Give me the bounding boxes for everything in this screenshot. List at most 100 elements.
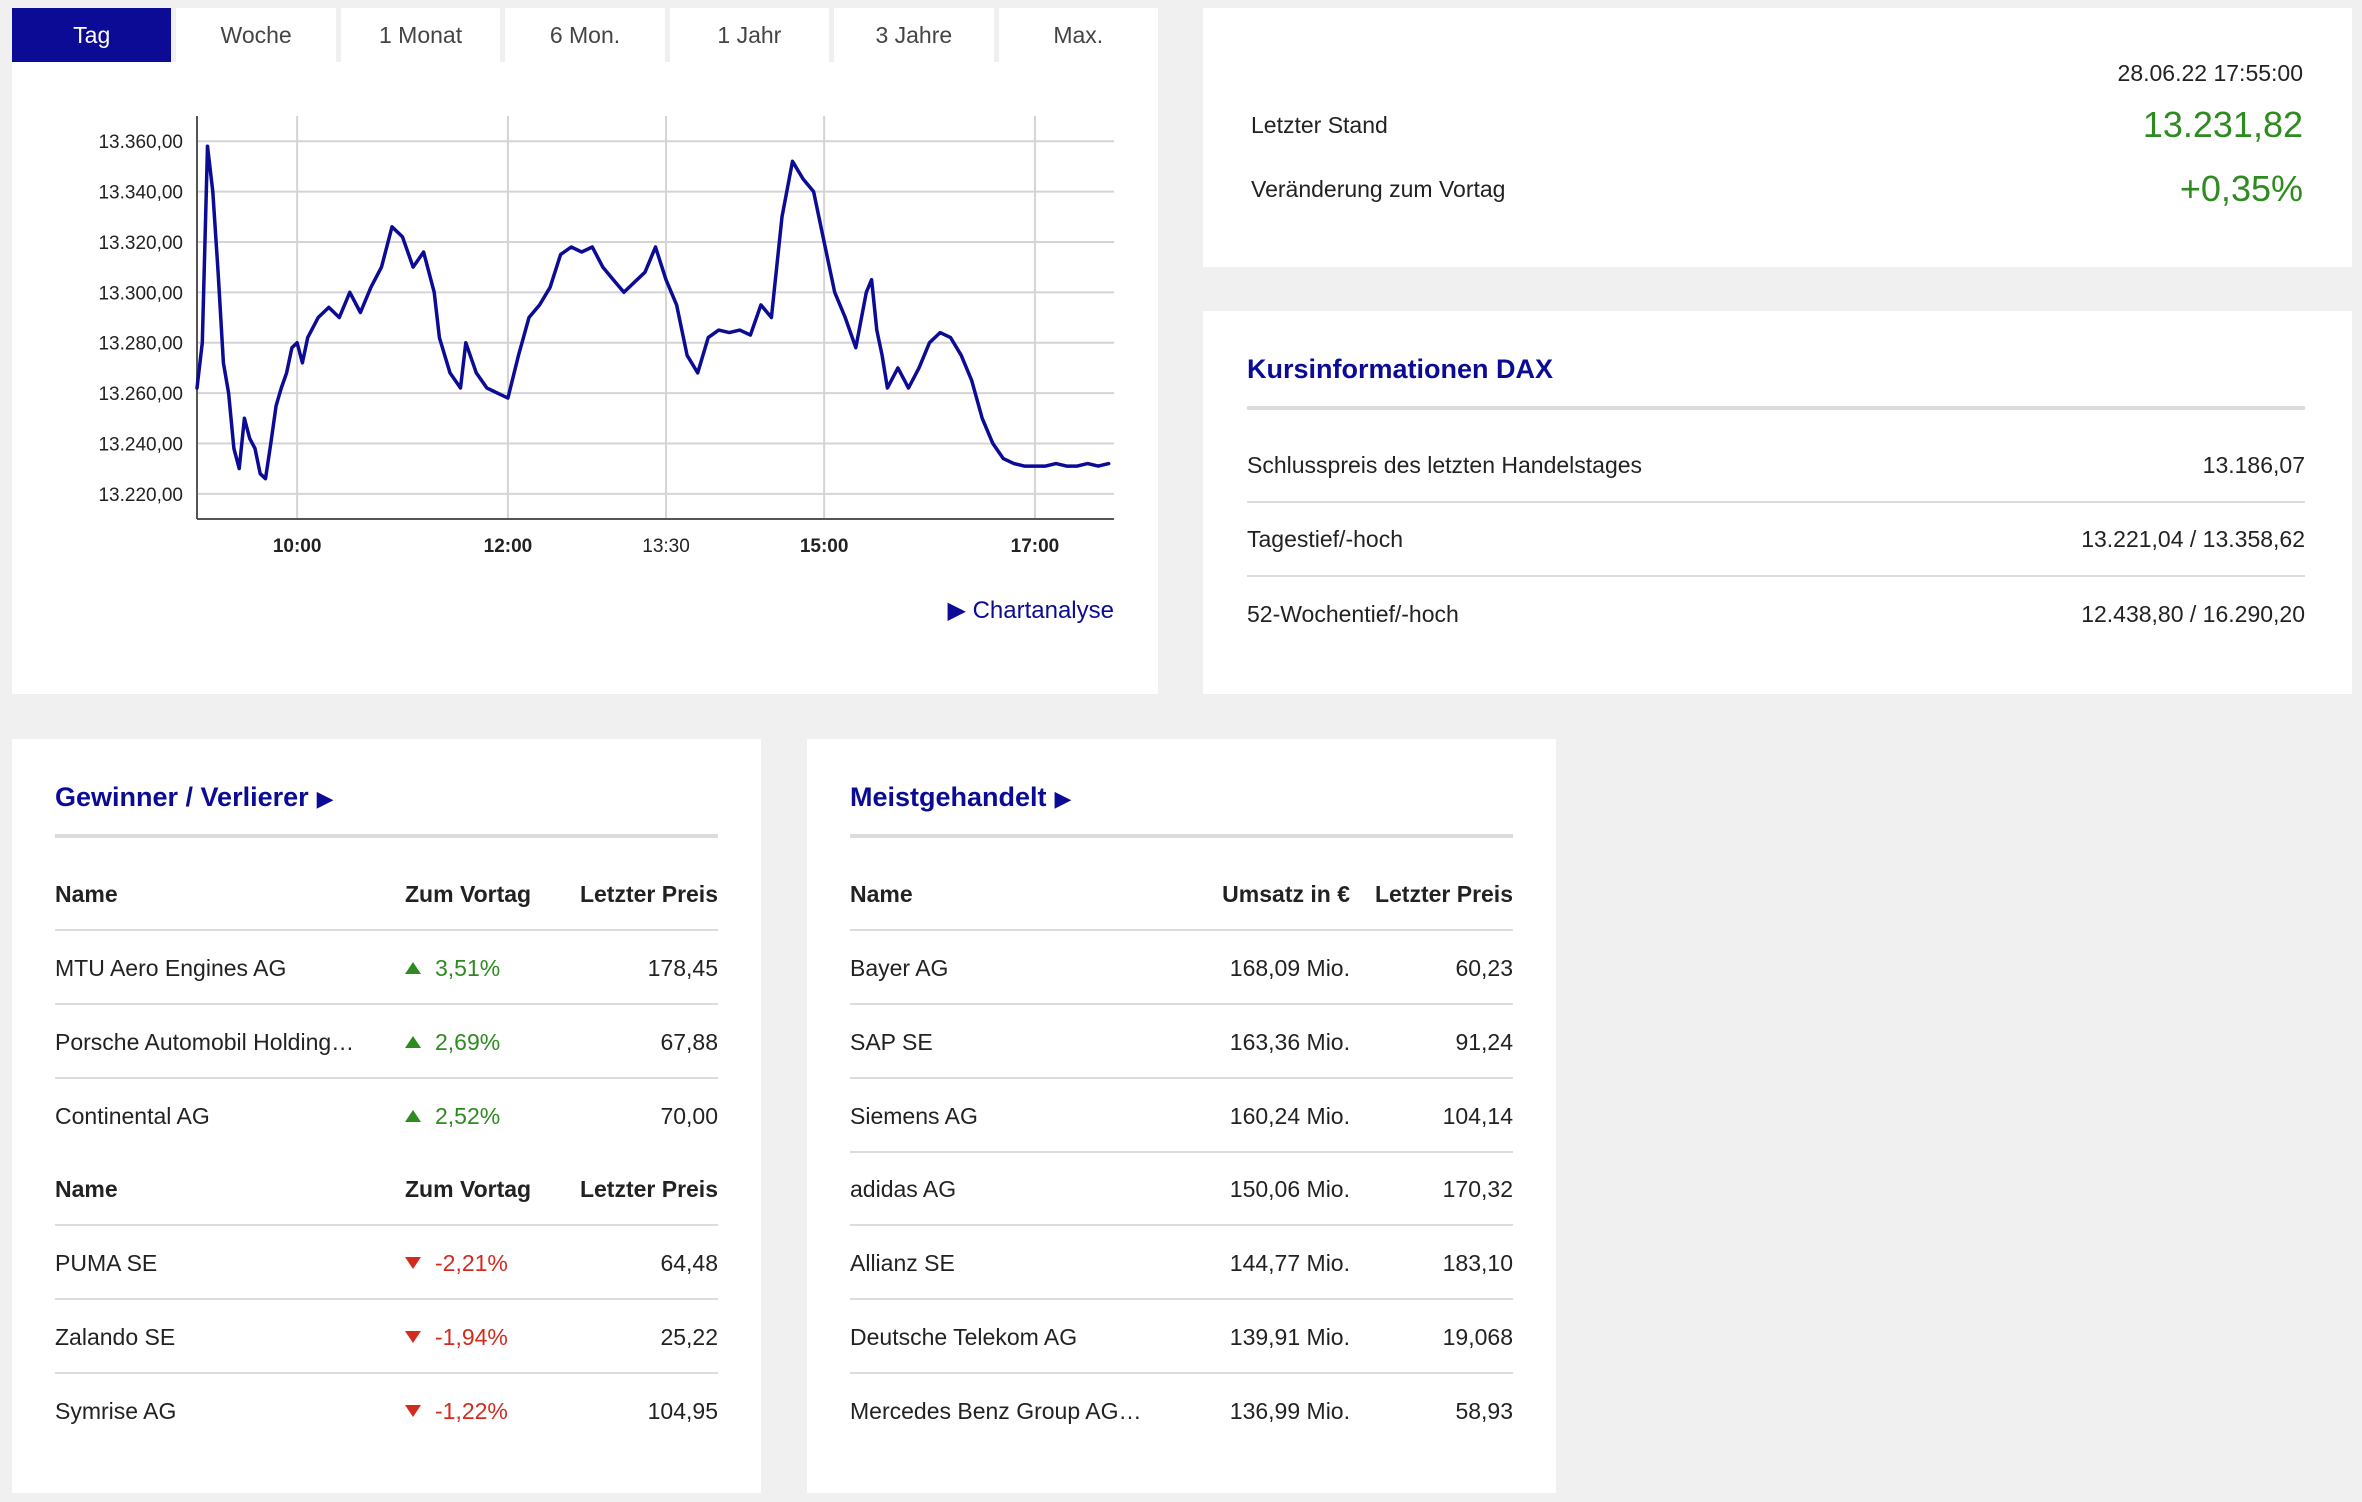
y-tick-label: 13.300,00 [98, 283, 183, 304]
stock-name[interactable]: PUMA SE [55, 1250, 158, 1276]
stock-volume: 163,36 Mio. [1229, 1029, 1350, 1055]
tab-6-mon[interactable]: 6 Mon. [505, 8, 670, 62]
stock-change: 2,52% [405, 1079, 545, 1153]
x-tick-label: 15:00 [800, 536, 849, 557]
table-row[interactable]: MTU Aero Engines AG 3,51% 178,45 [55, 931, 718, 1005]
stock-name[interactable]: Deutsche Telekom AG [850, 1324, 1078, 1350]
table-row[interactable]: adidas AG 150,06 Mio. 170,32 [850, 1152, 1513, 1226]
table-row[interactable]: PUMA SE -2,21% 64,48 [55, 1226, 718, 1300]
down-triangle-icon [405, 1404, 421, 1417]
header-umsatz: Umsatz in € [1222, 881, 1350, 907]
stock-name[interactable]: Siemens AG [850, 1103, 978, 1129]
table-row[interactable]: Mercedes Benz Group AG… 136,99 Mio. 58,9… [850, 1374, 1513, 1448]
change-value: +0,35% [2179, 168, 2303, 209]
change-label: Veränderung zum Vortag [1251, 176, 1506, 202]
up-triangle-icon [405, 1109, 421, 1122]
stock-price: 25,22 [660, 1324, 718, 1350]
y-tick-label: 13.280,00 [98, 334, 183, 355]
most-traded-title[interactable]: Meistgehandelt ▶ [850, 782, 1071, 813]
y-tick-label: 13.260,00 [98, 384, 183, 405]
stock-change-value: 2,52% [435, 1103, 501, 1129]
stock-name[interactable]: Symrise AG [55, 1398, 177, 1424]
last-price-label: Letzter Stand [1251, 112, 1388, 138]
header-zum-vortag: Zum Vortag [405, 881, 532, 907]
info-value: 12.438,80 / 16.290,20 [2081, 600, 2305, 627]
stock-name[interactable]: Bayer AG [850, 955, 949, 981]
stock-name[interactable]: SAP SE [850, 1029, 933, 1055]
table-row[interactable]: Allianz SE 144,77 Mio. 183,10 [850, 1226, 1513, 1300]
header-name: Name [850, 881, 913, 907]
most-traded-title-text: Meistgehandelt [850, 782, 1047, 812]
stock-change: -1,94% [405, 1300, 545, 1374]
header-letzter-preis: Letzter Preis [579, 881, 718, 907]
table-header-row: Name Zum Vortag Letzter Preis [55, 857, 718, 931]
y-tick-label: 13.340,00 [98, 183, 183, 204]
header-letzter-preis: Letzter Preis [1374, 881, 1513, 907]
info-value: 13.221,04 / 13.358,62 [2081, 525, 2305, 552]
stock-change: -2,21% [405, 1226, 545, 1300]
stock-change-value: 3,51% [435, 955, 501, 981]
stock-volume: 160,24 Mio. [1229, 1103, 1350, 1129]
stock-price: 91,24 [1455, 1029, 1513, 1055]
table-header-row: Name Umsatz in € Letzter Preis [850, 857, 1513, 931]
tab-3-jahre[interactable]: 3 Jahre [834, 8, 999, 62]
tab-1-monat[interactable]: 1 Monat [340, 8, 506, 62]
tab-1-jahr[interactable]: 1 Jahr [669, 8, 835, 62]
y-tick-label: 13.320,00 [98, 233, 183, 254]
header-name: Name [55, 881, 118, 907]
gainers-losers-title-text: Gewinner / Verlierer [55, 782, 309, 812]
stock-price: 178,45 [647, 955, 718, 981]
stock-change-value: -1,94% [435, 1324, 508, 1350]
stock-name[interactable]: Porsche Automobil Holding… [55, 1029, 355, 1055]
stock-price: 183,10 [1442, 1250, 1513, 1276]
stock-price: 170,32 [1442, 1176, 1513, 1202]
table-header-row: Name Zum Vortag Letzter Preis [55, 1152, 718, 1226]
stock-price: 104,14 [1442, 1103, 1513, 1129]
timeframe-tabs: Tag Woche 1 Monat 6 Mon. 1 Jahr 3 Jahre … [12, 8, 1158, 62]
table-row[interactable]: Zalando SE -1,94% 25,22 [55, 1300, 718, 1374]
tab-woche[interactable]: Woche [176, 8, 341, 62]
stock-change-value: -1,22% [435, 1398, 508, 1424]
table-row[interactable]: Symrise AG -1,22% 104,95 [55, 1374, 718, 1448]
down-triangle-icon [405, 1330, 421, 1343]
most-traded-divider [850, 834, 1513, 838]
tab-max[interactable]: Max. [998, 8, 1158, 62]
stock-price: 64,48 [660, 1250, 718, 1276]
intraday-chart: 13.360,00 13.340,00 13.320,00 13.300,00 13.2… [98, 116, 1114, 557]
stock-price: 60,23 [1455, 955, 1513, 981]
stock-name[interactable]: Mercedes Benz Group AG… [850, 1398, 1142, 1424]
y-tick-label: 13.360,00 [98, 132, 183, 153]
header-letzter-preis: Letzter Preis [579, 1176, 718, 1202]
table-row[interactable]: Porsche Automobil Holding… 2,69% 67,88 [55, 1005, 718, 1079]
header-zum-vortag: Zum Vortag [405, 1176, 532, 1202]
info-row-52-wochen: 52-Wochentief/-hoch 12.438,80 / 16.290,2… [1247, 577, 2305, 651]
kursinfo-card: Kursinformationen DAX Schlusspreis des l… [1203, 311, 2352, 694]
stock-name[interactable]: Zalando SE [55, 1324, 176, 1350]
info-label: Tagestief/-hoch [1247, 525, 1403, 552]
x-tick-label: 12:00 [484, 536, 533, 557]
table-row[interactable]: Bayer AG 168,09 Mio. 60,23 [850, 931, 1513, 1005]
stock-name[interactable]: Allianz SE [850, 1250, 955, 1276]
stock-name[interactable]: MTU Aero Engines AG [55, 955, 287, 981]
quote-card: 28.06.22 17:55:00 Letzter Stand 13.231,8… [1203, 8, 2352, 267]
info-label: 52-Wochentief/-hoch [1247, 600, 1459, 627]
gainers-losers-title[interactable]: Gewinner / Verlierer ▶ [55, 782, 334, 813]
stock-volume: 136,99 Mio. [1229, 1398, 1350, 1424]
gainers-losers-divider [55, 834, 718, 838]
stock-name[interactable]: Continental AG [55, 1103, 210, 1129]
info-row-schlusspreis: Schlusspreis des letzten Handelstages 13… [1247, 429, 2305, 503]
stock-volume: 150,06 Mio. [1229, 1176, 1350, 1202]
stock-price: 104,95 [647, 1398, 718, 1424]
tab-tag[interactable]: Tag [12, 8, 177, 62]
info-row-tagestief-hoch: Tagestief/-hoch 13.221,04 / 13.358,62 [1247, 503, 2305, 577]
stock-volume: 144,77 Mio. [1229, 1250, 1350, 1276]
quote-timestamp: 28.06.22 17:55:00 [2117, 60, 2303, 86]
table-row[interactable]: Siemens AG 160,24 Mio. 104,14 [850, 1079, 1513, 1153]
table-row[interactable]: Deutsche Telekom AG 139,91 Mio. 19,068 [850, 1300, 1513, 1374]
table-row[interactable]: SAP SE 163,36 Mio. 91,24 [850, 1005, 1513, 1079]
play-arrow-icon: ▶ [1054, 786, 1072, 811]
chartanalyse-link[interactable]: ▶ Chartanalyse [947, 597, 1114, 624]
table-row[interactable]: Continental AG 2,52% 70,00 [55, 1079, 718, 1153]
stock-name[interactable]: adidas AG [850, 1176, 957, 1202]
last-price-value: 13.231,82 [2142, 104, 2303, 145]
